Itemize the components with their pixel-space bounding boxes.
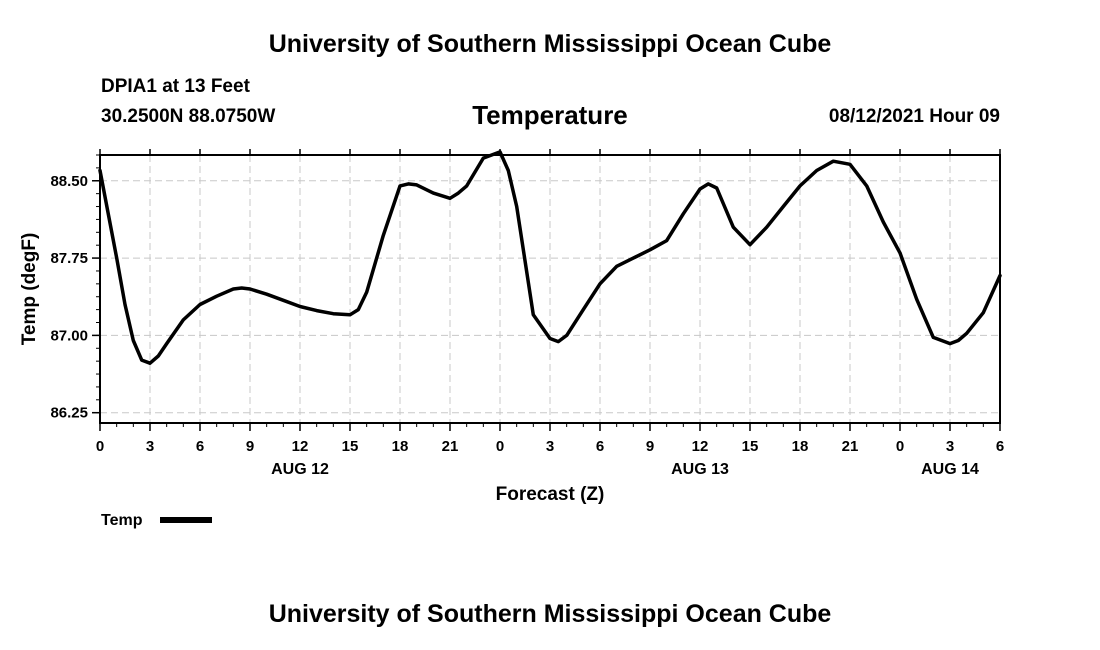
x-tick-label: 9: [246, 438, 254, 455]
x-tick-label: 6: [596, 438, 604, 455]
x-tick-label: 0: [496, 438, 504, 455]
day-label: AUG 14: [921, 461, 979, 478]
x-tick-label: 3: [546, 438, 554, 455]
y-tick-label: 87.00: [50, 327, 88, 344]
x-tick-label: 6: [196, 438, 204, 455]
y-axis-label: Temp (degF): [19, 233, 40, 346]
x-tick-label: 9: [646, 438, 654, 455]
x-tick-label: 3: [946, 438, 954, 455]
y-tick-label: 88.50: [50, 173, 88, 190]
x-tick-label: 15: [342, 438, 359, 455]
plot-frame: [99, 154, 1001, 424]
station-coords: 30.2500N 88.0750W: [101, 106, 276, 127]
axes: 0 3 6 9 12 15 18 21 0 3 6 9 12 15 18 21 0 3 6 AUG 12 AUG 13 A…: [50, 149, 1004, 478]
station-name: DPIA1 at 13 Feet: [101, 76, 250, 97]
header-title: University of Southern Mississippi Ocean…: [268, 30, 832, 58]
day-label: AUG 13: [671, 461, 729, 478]
x-tick-label: 6: [996, 438, 1004, 455]
x-tick-label: 18: [392, 438, 409, 455]
x-tick-label: 18: [792, 438, 809, 455]
x-tick-label: 12: [292, 438, 309, 455]
x-tick-label: 0: [96, 438, 104, 455]
y-tick-label: 87.75: [50, 250, 88, 267]
issued-datetime: 08/12/2021 Hour 09: [828, 106, 1000, 127]
day-label: AUG 12: [271, 461, 329, 478]
x-tick-label: 15: [742, 438, 759, 455]
x-tick-label: 21: [442, 438, 459, 455]
x-tick-label: 3: [146, 438, 154, 455]
chart-title: Temperature: [472, 100, 628, 130]
footer-title: University of Southern Mississippi Ocean…: [268, 600, 832, 628]
x-tick-label: 12: [692, 438, 709, 455]
y-tick-label: 86.25: [50, 405, 88, 422]
legend-label: Temp: [101, 512, 143, 529]
x-tick-label: 0: [896, 438, 904, 455]
x-axis-label: Forecast (Z): [496, 484, 605, 505]
temp-series-line: [98, 150, 1002, 365]
x-tick-label: 21: [842, 438, 859, 455]
series-layer: [98, 150, 1002, 365]
